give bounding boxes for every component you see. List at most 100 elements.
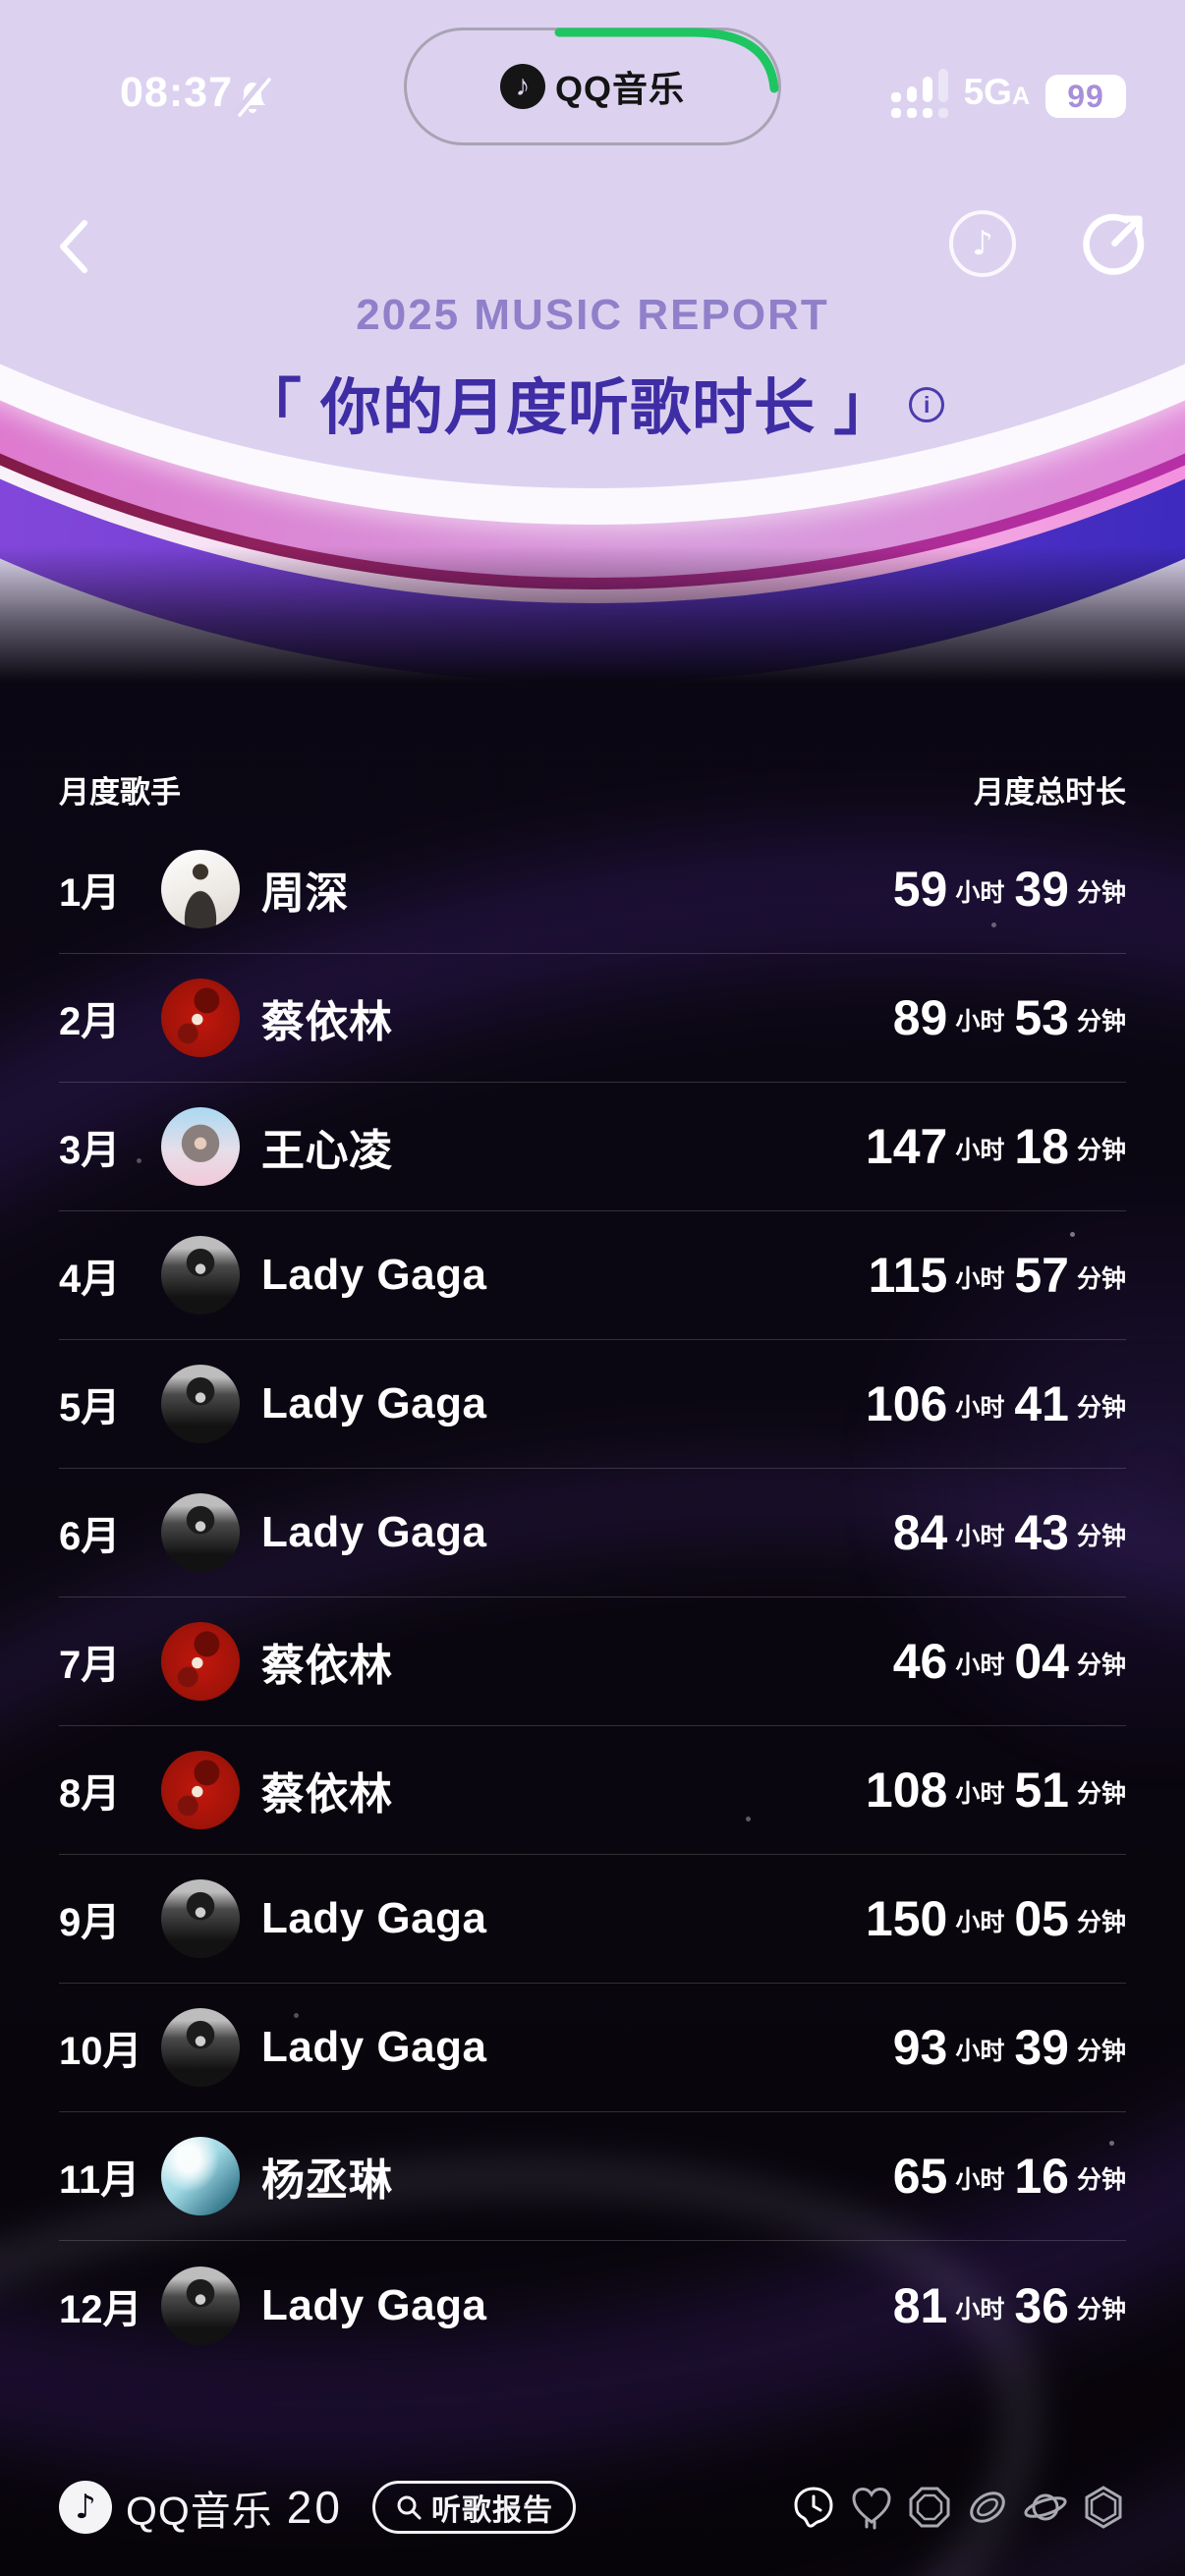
hexagon-icon[interactable] — [1081, 2485, 1126, 2530]
minutes-number: 05 — [1014, 1891, 1069, 1946]
minutes-number: 18 — [1014, 1119, 1069, 1174]
artist-avatar[interactable] — [161, 1365, 240, 1443]
hours-unit: 小时 — [955, 1780, 1005, 1808]
artist-name[interactable]: 蔡依林 — [261, 1770, 393, 1819]
search-icon — [397, 2495, 422, 2520]
artist-name[interactable]: Lady Gaga — [261, 1508, 487, 1556]
artist-name[interactable]: Lady Gaga — [261, 2280, 487, 2329]
duration-value: 150 小时 05 分钟 — [866, 1890, 1126, 1947]
minutes-unit: 分钟 — [1076, 1909, 1126, 1936]
hours-number: 106 — [865, 1376, 948, 1431]
minutes-number: 04 — [1014, 1634, 1069, 1689]
melting-heart-icon[interactable] — [849, 2485, 894, 2530]
table-row: 9月 Lady Gaga 150 小时 05 分钟 — [59, 1855, 1126, 1984]
artist-name[interactable]: Lady Gaga — [261, 1251, 487, 1299]
table-row: 5月 Lady Gaga 106 小时 41 分钟 — [59, 1340, 1126, 1469]
artist-avatar[interactable] — [161, 1622, 240, 1701]
status-bar: 08:37 ♪ QQ音乐 5 — [0, 28, 1185, 145]
duration-value: 115 小时 57 分钟 — [869, 1247, 1126, 1304]
info-icon[interactable]: i — [909, 387, 945, 422]
minutes-number: 41 — [1014, 1376, 1069, 1431]
duration-value: 108 小时 51 分钟 — [866, 1762, 1126, 1819]
monthly-duration-table: 月度歌手 月度总时长 1月 周深 59 小时 39 分钟 2月 蔡依林 89 小时 53 分钟 3月 王心… — [0, 688, 1185, 2370]
qq-music-logo-icon: ♪ — [499, 64, 545, 109]
minutes-number: 53 — [1014, 990, 1069, 1045]
duration-value: 147 小时 18 分钟 — [866, 1118, 1126, 1175]
duration-value: 59 小时 39 分钟 — [893, 861, 1126, 918]
artist-avatar[interactable] — [161, 1751, 240, 1829]
saturn-icon[interactable] — [1023, 2485, 1068, 2530]
nav-row: ♪ — [0, 210, 1185, 283]
month-label: 7月 — [59, 1644, 121, 1687]
column-duration: 月度总时长 — [974, 775, 1126, 810]
artist-avatar[interactable] — [161, 2137, 240, 2215]
hours-unit: 小时 — [955, 1137, 1005, 1164]
listening-report-pill[interactable]: 听歌报告 — [371, 2481, 576, 2534]
gem-icon[interactable] — [907, 2485, 952, 2530]
artist-name[interactable]: Lady Gaga — [261, 1379, 487, 1428]
share-icon[interactable] — [1079, 210, 1148, 279]
dynamic-island-capsule[interactable]: ♪ QQ音乐 — [404, 28, 781, 145]
minutes-unit: 分钟 — [1076, 2038, 1126, 2065]
duration-value: 81 小时 36 分钟 — [893, 2277, 1126, 2334]
month-label: 8月 — [59, 1772, 121, 1816]
duration-value: 84 小时 43 分钟 — [893, 1504, 1126, 1561]
hours-number: 93 — [892, 2020, 948, 2075]
artist-name[interactable]: 王心凌 — [261, 1127, 393, 1175]
hours-unit: 小时 — [955, 2166, 1005, 2194]
artist-name[interactable]: Lady Gaga — [261, 2023, 487, 2071]
hours-number: 59 — [892, 862, 948, 917]
table-rows: 1月 周深 59 小时 39 分钟 2月 蔡依林 89 小时 53 分钟 3月 王心凌 147 小时 18 分钟 4… — [59, 825, 1126, 2370]
duration-value: 89 小时 53 分钟 — [893, 989, 1126, 1046]
hours-number: 81 — [892, 2277, 948, 2333]
hours-number: 46 — [892, 1634, 948, 1689]
music-player-icon[interactable]: ♪ — [949, 210, 1016, 277]
ring-icon[interactable] — [965, 2485, 1010, 2530]
month-label: 4月 — [59, 1258, 121, 1301]
hours-number: 84 — [892, 1505, 948, 1560]
mute-bell-icon — [234, 75, 271, 117]
minutes-unit: 分钟 — [1076, 1652, 1126, 1679]
artist-name[interactable]: 杨丞琳 — [261, 2156, 393, 2205]
minutes-unit: 分钟 — [1076, 1137, 1126, 1164]
artist-name[interactable]: 蔡依林 — [261, 1642, 393, 1690]
month-label: 12月 — [59, 2287, 142, 2331]
hours-number: 147 — [865, 1119, 948, 1174]
table-header: 月度歌手 月度总时长 — [59, 774, 1126, 812]
artist-avatar[interactable] — [161, 1879, 240, 1958]
artist-avatar[interactable] — [161, 1236, 240, 1315]
minutes-unit: 分钟 — [1076, 1008, 1126, 1036]
minutes-unit: 分钟 — [1076, 2166, 1126, 2194]
artist-avatar[interactable] — [161, 979, 240, 1057]
artist-avatar[interactable] — [161, 2266, 240, 2345]
month-label: 11月 — [59, 2158, 141, 2202]
artist-avatar[interactable] — [161, 850, 240, 928]
minutes-number: 57 — [1014, 1248, 1069, 1303]
artist-avatar[interactable] — [161, 1107, 240, 1186]
month-label: 2月 — [59, 1000, 121, 1043]
report-subtitle: 2025 MUSIC REPORT — [356, 291, 829, 339]
back-icon[interactable] — [57, 218, 90, 275]
duration-value: 65 小时 16 分钟 — [893, 2148, 1126, 2205]
month-label: 3月 — [59, 1129, 121, 1172]
table-row: 8月 蔡依林 108 小时 51 分钟 — [59, 1726, 1126, 1855]
minutes-number: 43 — [1014, 1505, 1069, 1560]
minutes-number: 51 — [1014, 1763, 1069, 1818]
artist-name[interactable]: Lady Gaga — [261, 1894, 487, 1942]
melted-clock-icon[interactable] — [791, 2485, 836, 2530]
table-row: 4月 Lady Gaga 115 小时 57 分钟 — [59, 1211, 1126, 1340]
minutes-number: 16 — [1014, 2149, 1069, 2204]
hours-number: 65 — [892, 2149, 948, 2204]
progress-arc — [554, 28, 779, 93]
hero-header: 08:37 ♪ QQ音乐 5 — [0, 0, 1185, 688]
artist-name[interactable]: 周深 — [261, 869, 349, 918]
artist-avatar[interactable] — [161, 2008, 240, 2087]
duration-value: 46 小时 04 分钟 — [893, 1633, 1126, 1690]
month-label: 1月 — [59, 871, 121, 915]
artist-name[interactable]: 蔡依林 — [261, 998, 393, 1046]
table-row: 3月 王心凌 147 小时 18 分钟 — [59, 1083, 1126, 1211]
minutes-unit: 分钟 — [1076, 1780, 1126, 1808]
artist-avatar[interactable] — [161, 1493, 240, 1572]
